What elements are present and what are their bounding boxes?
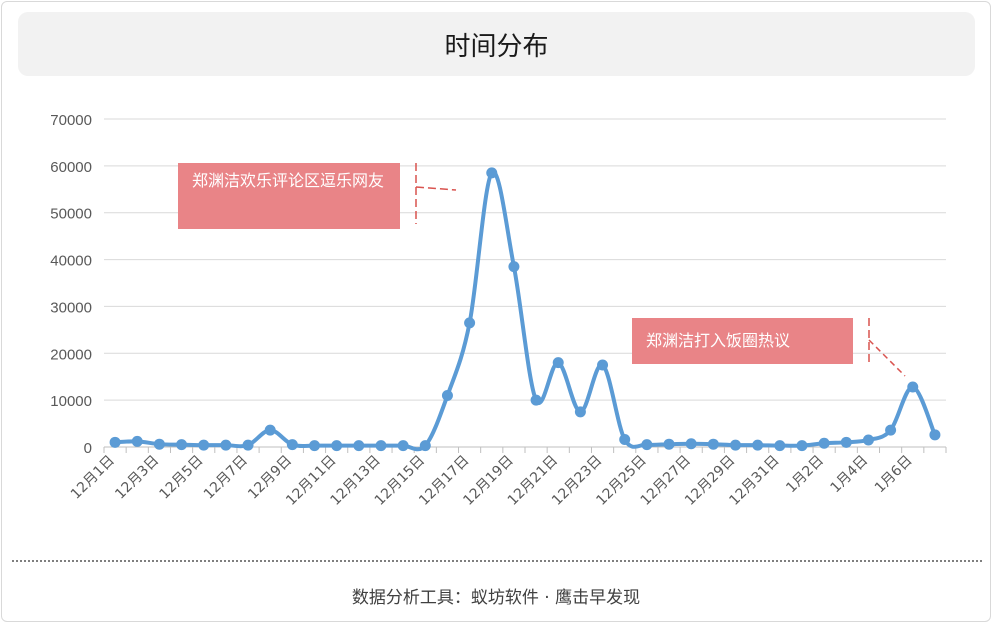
y-tick-label: 60000 — [50, 159, 92, 176]
x-tick-label: 12月7日 — [201, 453, 251, 503]
data-point — [375, 440, 387, 452]
annotation-text-2: 郑渊洁打入饭圈热议 — [646, 331, 791, 350]
x-tick-label: 12月1日 — [68, 453, 118, 503]
data-point — [907, 381, 919, 393]
data-point — [309, 440, 320, 452]
data-point — [242, 439, 254, 451]
data-point — [685, 438, 697, 450]
x-tick-label: 1月2日 — [783, 453, 827, 497]
data-point — [862, 434, 874, 446]
data-point — [929, 429, 941, 441]
data-point — [574, 406, 586, 418]
data-point — [286, 439, 298, 451]
data-point — [131, 435, 143, 447]
annotation-leader-2 — [868, 339, 906, 377]
data-point — [774, 440, 786, 452]
data-point — [486, 167, 498, 179]
data-point — [530, 394, 542, 406]
annotation-box-2: 郑渊洁打入饭圈热议 — [632, 318, 853, 364]
data-point — [441, 389, 453, 401]
x-tick-label: 12月3日 — [112, 453, 162, 503]
data-point — [885, 424, 897, 436]
data-point — [619, 434, 631, 446]
y-tick-label: 50000 — [50, 206, 92, 223]
data-point — [796, 440, 808, 452]
data-point — [552, 357, 564, 369]
series-line — [114, 170, 937, 452]
data-point — [597, 359, 609, 371]
data-point — [818, 437, 830, 449]
data-point — [752, 439, 764, 451]
data-point — [264, 424, 276, 436]
data-point — [331, 440, 343, 452]
x-tick-label: 1月6日 — [872, 453, 916, 497]
data-point — [707, 438, 719, 450]
y-tick-label: 30000 — [50, 299, 92, 316]
y-tick-label: 0 — [84, 440, 92, 457]
data-point — [353, 440, 365, 452]
data-point — [730, 439, 741, 451]
y-tick-label: 40000 — [50, 253, 92, 270]
data-point — [641, 439, 653, 451]
data-point — [153, 438, 165, 450]
annotation-box-1: 郑渊洁欢乐评论区逗乐网友 — [178, 163, 400, 229]
y-tick-label: 20000 — [50, 346, 92, 363]
data-point — [663, 438, 675, 450]
x-tick-label: 1月4日 — [828, 453, 872, 497]
data-point — [464, 317, 476, 329]
y-tick-label: 70000 — [50, 112, 92, 129]
footer-divider — [12, 560, 982, 562]
data-point — [840, 436, 852, 448]
data-point — [198, 439, 210, 451]
footer-credit: 数据分析工具：蚁坊软件 · 鹰击早发现 — [351, 588, 641, 608]
y-tick-label: 10000 — [50, 393, 92, 410]
data-point — [176, 439, 188, 451]
annotation-leader-1 — [415, 186, 457, 191]
annotation-text-1: 郑渊洁欢乐评论区逗乐网友 — [192, 171, 385, 190]
x-tick-label: 12月5日 — [157, 453, 207, 503]
data-point — [419, 440, 431, 452]
chart-title: 时间分布 — [444, 31, 549, 62]
data-point — [397, 440, 409, 452]
data-point — [508, 261, 520, 273]
data-point — [220, 439, 232, 451]
data-point — [109, 436, 121, 448]
title-bar: 时间分布 — [18, 12, 975, 76]
